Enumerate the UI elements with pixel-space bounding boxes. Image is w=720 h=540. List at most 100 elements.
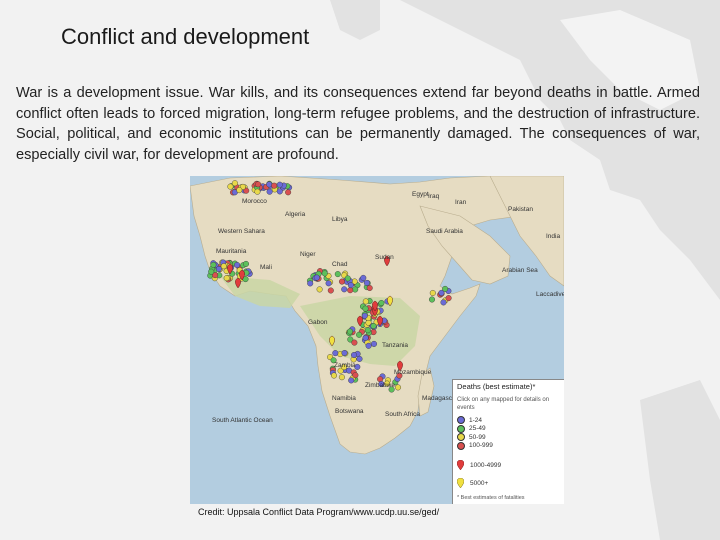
event-dot[interactable] <box>440 299 447 306</box>
event-dot[interactable] <box>276 188 283 195</box>
legend-dot-icon <box>457 433 465 442</box>
event-dot[interactable] <box>347 282 354 289</box>
event-dot[interactable] <box>234 261 241 268</box>
map-legend: Deaths (best estimate)* Click on any map… <box>452 379 564 504</box>
event-dot[interactable] <box>285 189 292 196</box>
event-dot[interactable] <box>370 340 377 347</box>
place-label: Zimbabwe <box>365 382 395 389</box>
event-dot[interactable] <box>362 334 369 341</box>
event-dot[interactable] <box>236 187 243 194</box>
event-dot[interactable] <box>254 188 261 195</box>
event-dot[interactable] <box>347 287 354 294</box>
event-dot[interactable] <box>350 351 357 358</box>
event-dot[interactable] <box>348 377 355 384</box>
yellow-pin-icon[interactable] <box>329 335 335 347</box>
red-pin-icon[interactable] <box>372 300 378 312</box>
event-dot[interactable] <box>271 182 278 189</box>
event-dot[interactable] <box>220 263 227 270</box>
slide-title: Conflict and development <box>61 24 310 49</box>
place-label: Tanzania <box>382 342 408 349</box>
legend-range-item: 1-24 <box>457 416 493 425</box>
red-pin-icon[interactable] <box>384 255 390 267</box>
event-dot[interactable] <box>365 342 372 349</box>
event-dot[interactable] <box>243 260 250 267</box>
place-label: Mali <box>260 264 272 271</box>
event-dot[interactable] <box>341 286 348 293</box>
legend-range-label: 1-24 <box>469 416 483 424</box>
event-dot[interactable] <box>378 380 385 387</box>
event-dot[interactable] <box>227 183 234 190</box>
event-dot[interactable] <box>338 374 345 381</box>
event-dot[interactable] <box>337 367 344 374</box>
event-dot[interactable] <box>360 274 367 281</box>
event-dot[interactable] <box>388 386 395 393</box>
event-dot[interactable] <box>338 278 345 285</box>
event-dot[interactable] <box>378 299 385 306</box>
place-label: Sudan <box>375 254 394 261</box>
event-dot[interactable] <box>243 187 250 194</box>
event-dot[interactable] <box>429 289 436 296</box>
event-dot[interactable] <box>347 336 354 343</box>
event-dot[interactable] <box>325 280 332 287</box>
place-label: Egypt <box>412 191 429 198</box>
event-dot[interactable] <box>266 188 273 195</box>
event-dot[interactable] <box>346 328 353 335</box>
event-dot[interactable] <box>231 180 238 187</box>
slide-body-text: War is a development issue. War kills, a… <box>16 85 700 163</box>
event-dot[interactable] <box>307 280 314 287</box>
event-dot[interactable] <box>212 272 219 279</box>
event-dot[interactable] <box>344 275 351 282</box>
event-dot[interactable] <box>356 331 363 338</box>
red-pin-icon[interactable] <box>357 315 363 327</box>
event-dot[interactable] <box>361 312 368 319</box>
event-dot[interactable] <box>370 322 377 329</box>
event-dot[interactable] <box>330 357 337 364</box>
event-dot[interactable] <box>362 298 369 305</box>
place-label: South Atlantic Ocean <box>212 417 273 424</box>
event-dot[interactable] <box>356 355 363 362</box>
arabian-peninsula-land <box>419 205 511 285</box>
red-pin-icon[interactable] <box>227 263 233 275</box>
event-dot[interactable] <box>445 295 452 302</box>
event-dot[interactable] <box>366 284 373 291</box>
legend-marker-large: 1000-4999 <box>457 460 501 470</box>
event-dot[interactable] <box>362 305 369 312</box>
event-dot[interactable] <box>266 181 273 188</box>
event-dot[interactable] <box>363 279 370 286</box>
event-dot[interactable] <box>223 275 230 282</box>
event-dot[interactable] <box>341 364 348 371</box>
event-dot[interactable] <box>351 339 358 346</box>
legend-range-item: 100-999 <box>457 441 493 451</box>
red-pin-icon[interactable] <box>239 269 245 281</box>
event-dot[interactable] <box>334 271 341 278</box>
event-dot[interactable] <box>210 261 217 268</box>
event-dot[interactable] <box>396 372 403 379</box>
event-dot[interactable] <box>354 363 361 370</box>
event-dot[interactable] <box>330 372 337 379</box>
event-dot[interactable] <box>321 270 328 277</box>
event-dot[interactable] <box>394 384 401 391</box>
event-dot[interactable] <box>327 287 334 294</box>
event-dot[interactable] <box>364 327 371 334</box>
place-label: Iraq <box>428 193 440 200</box>
event-dot[interactable] <box>313 274 320 281</box>
event-dot[interactable] <box>316 286 323 293</box>
event-dot[interactable] <box>276 181 283 188</box>
red-pin-icon[interactable] <box>397 360 403 372</box>
place-label: Niger <box>300 251 316 258</box>
event-dot[interactable] <box>341 349 348 356</box>
event-dot[interactable] <box>428 296 435 303</box>
event-dot[interactable] <box>255 181 262 188</box>
place-label: Gabon <box>308 319 328 326</box>
event-dot[interactable] <box>442 285 449 292</box>
event-dot[interactable] <box>352 286 359 293</box>
yellow-pin-icon[interactable] <box>387 295 393 307</box>
event-dot[interactable] <box>332 350 339 357</box>
event-dot[interactable] <box>215 265 222 272</box>
event-dot[interactable] <box>352 372 359 379</box>
red-pin-icon[interactable] <box>377 315 383 327</box>
event-dot[interactable] <box>438 289 445 296</box>
event-dot[interactable] <box>208 268 215 275</box>
red-pin-icon[interactable] <box>235 277 241 289</box>
